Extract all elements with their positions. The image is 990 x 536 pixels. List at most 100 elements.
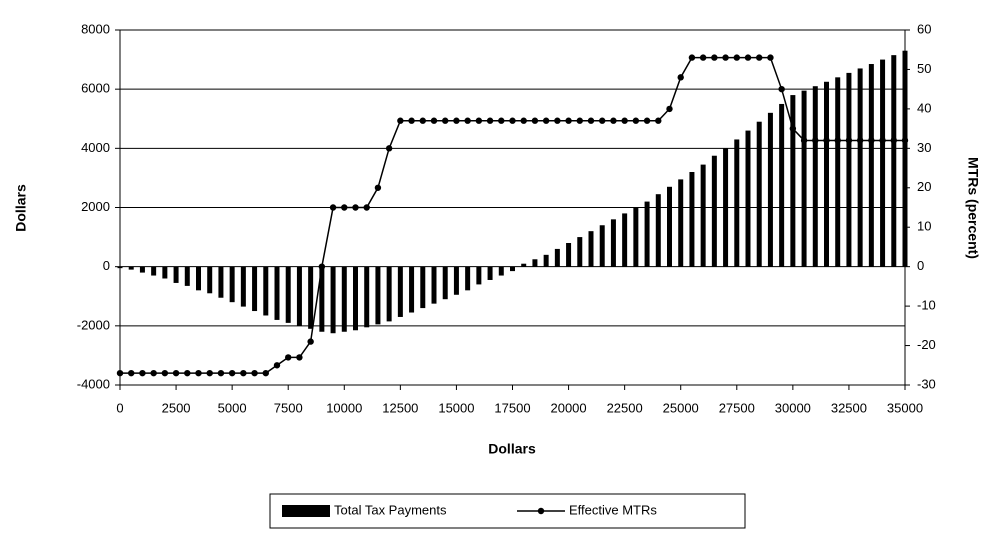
marker <box>879 137 886 144</box>
bar <box>667 186 672 267</box>
marker <box>329 204 337 211</box>
legend-box <box>269 493 746 529</box>
marker <box>161 369 169 377</box>
marker <box>184 369 191 377</box>
x-tick-label: 25000 <box>663 400 699 415</box>
marker <box>677 74 684 81</box>
bar <box>633 207 639 267</box>
bar <box>756 121 762 267</box>
y2-tick-label: -10 <box>917 298 936 313</box>
x-tick-label: 22500 <box>607 400 643 415</box>
x-tick-label: 0 <box>116 400 123 415</box>
bar <box>128 266 134 270</box>
y2-tick-label: 20 <box>917 179 931 194</box>
marker <box>554 117 561 124</box>
bar <box>397 266 403 317</box>
y2-tick-label: 50 <box>917 61 931 76</box>
marker <box>767 54 774 61</box>
y-tick-label: -4000 <box>77 376 110 391</box>
y2-tick-label: 0 <box>917 258 924 273</box>
bar <box>196 266 201 291</box>
bar <box>375 266 381 325</box>
bar <box>521 263 527 267</box>
y-tick-label: 4000 <box>81 140 110 155</box>
marker <box>868 137 875 144</box>
bar <box>711 155 717 267</box>
marker <box>307 338 314 345</box>
marker <box>285 354 292 361</box>
marker <box>296 354 303 361</box>
marker <box>901 137 909 144</box>
bar <box>801 90 807 267</box>
x-axis-label: Dollars <box>488 441 536 457</box>
marker <box>576 117 583 124</box>
y2-tick-label: 10 <box>917 219 931 234</box>
bar <box>880 59 886 267</box>
bar <box>353 266 358 331</box>
marker <box>744 54 752 61</box>
marker <box>442 117 449 124</box>
bar <box>790 95 796 267</box>
marker <box>206 369 213 377</box>
bar <box>409 266 415 313</box>
bar <box>420 266 426 309</box>
bar <box>902 50 908 267</box>
marker <box>341 204 348 211</box>
bar <box>610 219 616 267</box>
bar <box>240 266 246 307</box>
marker <box>890 137 897 144</box>
y-tick-label: 6000 <box>81 81 110 96</box>
bar <box>162 266 168 279</box>
marker <box>273 362 281 369</box>
bar <box>835 77 841 267</box>
marker <box>116 369 124 377</box>
marker <box>251 369 258 377</box>
marker <box>531 117 539 124</box>
bar <box>465 266 471 291</box>
marker <box>542 117 550 124</box>
bar <box>868 64 874 267</box>
bar <box>364 266 370 328</box>
marker <box>217 369 225 377</box>
marker <box>150 369 157 377</box>
bar <box>498 266 504 276</box>
bar <box>689 172 695 267</box>
marker <box>587 117 595 124</box>
marker <box>397 117 404 124</box>
marker <box>845 137 853 144</box>
marker <box>228 369 236 377</box>
x-tick-label: 17500 <box>494 400 530 415</box>
bar <box>532 259 538 267</box>
bar <box>341 266 347 332</box>
marker <box>643 117 651 124</box>
bar <box>173 266 179 283</box>
x-tick-label: 15000 <box>438 400 474 415</box>
y2-tick-label: -30 <box>917 376 936 391</box>
marker <box>509 117 516 124</box>
y-tick-label: 8000 <box>81 21 110 36</box>
x-tick-label: 30000 <box>775 400 811 415</box>
bar <box>431 266 437 304</box>
marker <box>195 369 202 377</box>
bar <box>263 266 269 316</box>
marker <box>711 54 718 61</box>
bar <box>588 231 594 267</box>
bar <box>386 266 392 322</box>
y-tick-label: 2000 <box>81 199 110 214</box>
y2-tick-label: 40 <box>917 100 931 115</box>
legend-label: Effective MTRs <box>569 502 657 517</box>
marker <box>655 117 662 124</box>
marker <box>139 369 146 377</box>
y-tick-label: -2000 <box>77 317 110 332</box>
bar <box>285 266 291 323</box>
x-tick-label: 20000 <box>550 400 586 415</box>
bar <box>678 179 684 267</box>
marker <box>453 117 460 124</box>
marker <box>789 125 797 132</box>
x-tick-label: 27500 <box>719 400 755 415</box>
marker <box>733 54 740 61</box>
x-tick-label: 10000 <box>326 400 362 415</box>
marker <box>800 137 808 144</box>
marker <box>823 137 830 144</box>
